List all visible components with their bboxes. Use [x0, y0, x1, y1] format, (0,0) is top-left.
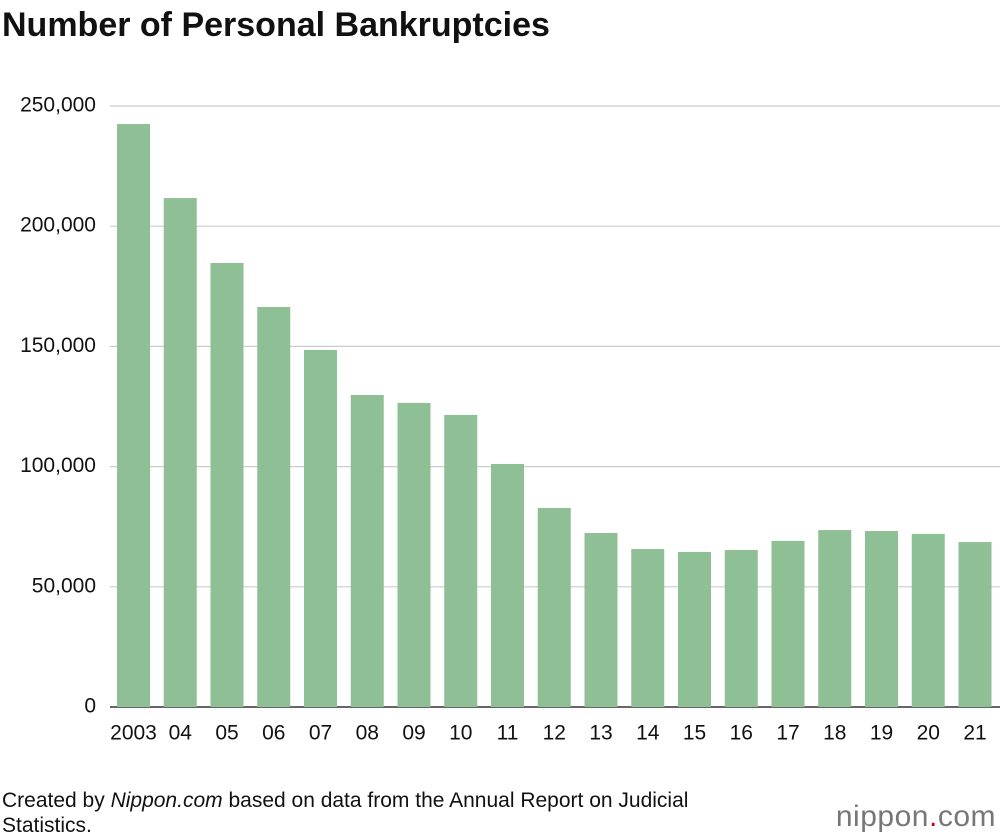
- x-tick-label: 15: [683, 722, 706, 745]
- logo: nippon.com: [836, 800, 996, 834]
- bar: [537, 507, 571, 707]
- x-tick-label: 04: [169, 722, 193, 745]
- x-tick-label: 19: [870, 722, 893, 745]
- bar: [865, 531, 898, 707]
- bar: [397, 402, 431, 707]
- y-tick-label: 0: [84, 695, 96, 718]
- x-tick-label: 21: [963, 722, 986, 745]
- y-tick-label: 200,000: [20, 214, 96, 237]
- x-tick-label: 13: [589, 722, 612, 745]
- logo-text: com: [937, 800, 996, 833]
- y-tick-label: 250,000: [20, 94, 96, 117]
- source-text: Nippon.com: [110, 789, 223, 812]
- x-tick-label: 07: [309, 722, 332, 745]
- x-tick-label: 18: [823, 722, 846, 745]
- bar: [584, 532, 618, 707]
- bar: [818, 530, 852, 707]
- bar: [117, 124, 150, 707]
- y-tick-label: 100,000: [20, 454, 96, 477]
- bar: [163, 198, 197, 708]
- x-tick-label: 06: [262, 722, 285, 745]
- x-tick-label: 05: [215, 722, 238, 745]
- source-text: based on data from the Annual Report on …: [2, 789, 689, 837]
- bar: [491, 463, 524, 707]
- x-tick-label: 14: [636, 722, 660, 745]
- bar: [631, 549, 665, 707]
- x-tick-label: 10: [449, 722, 472, 745]
- x-tick-label: 08: [356, 722, 379, 745]
- source-text: Created by: [2, 789, 111, 812]
- x-tick-label: 16: [730, 722, 753, 745]
- chart: Number of Personal Bankruptcies 0 50,000 1…: [2, 6, 1000, 745]
- logo-dot: .: [928, 800, 938, 833]
- bar: [350, 394, 384, 707]
- bar: [678, 551, 711, 707]
- x-tick-label: 11: [497, 722, 519, 745]
- x-tick-label: 20: [917, 722, 940, 745]
- x-tick-label: 09: [402, 722, 425, 745]
- bar: [257, 306, 291, 707]
- bar: [210, 262, 244, 707]
- bar: [911, 533, 945, 707]
- y-tick-label: 150,000: [20, 334, 96, 357]
- x-tick-label: 17: [776, 722, 799, 745]
- logo-text: nippon: [835, 800, 929, 833]
- bar: [304, 350, 337, 707]
- x-tick-label: 2003: [110, 722, 157, 745]
- chart-title: Number of Personal Bankruptcies: [2, 6, 550, 44]
- x-tick-label: 12: [543, 722, 566, 745]
- bar: [724, 550, 758, 707]
- bar: [771, 540, 805, 707]
- bar: [958, 542, 992, 707]
- source-note: Created by Nippon.com based on data from…: [2, 788, 762, 838]
- y-tick-label: 50,000: [32, 574, 96, 597]
- bar: [444, 414, 478, 707]
